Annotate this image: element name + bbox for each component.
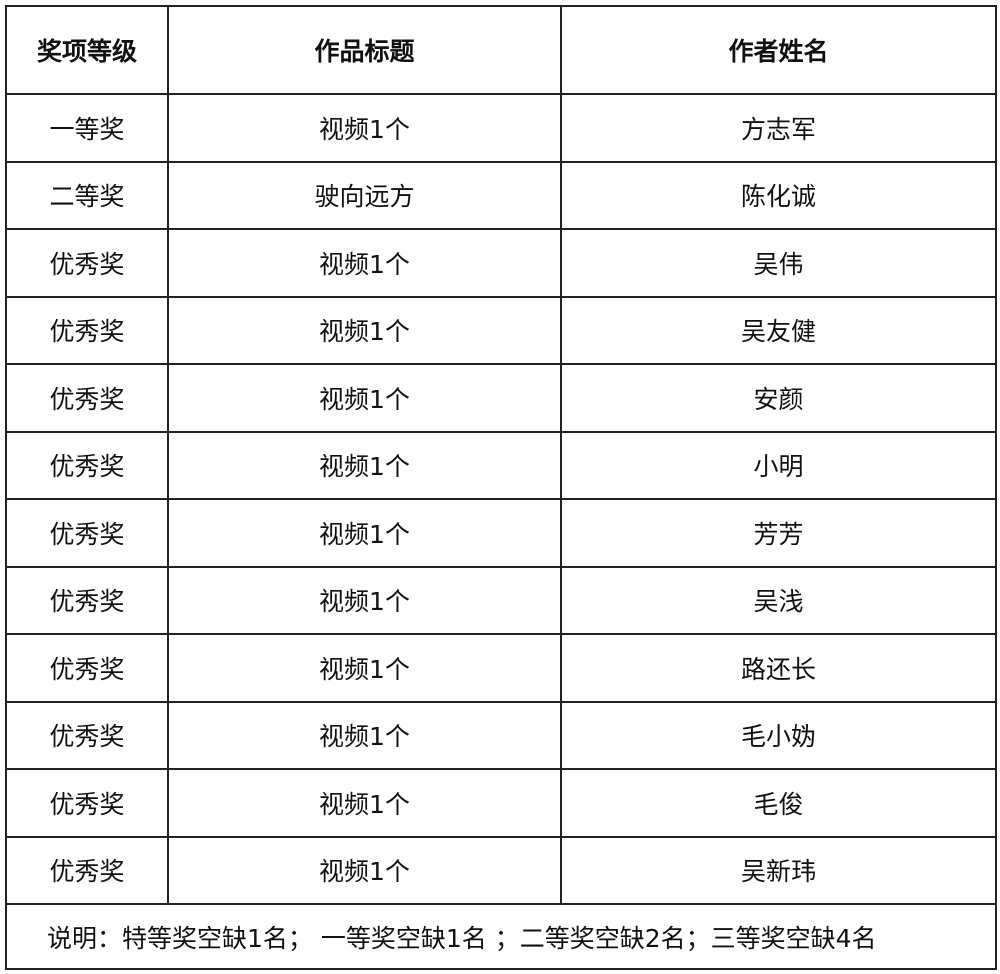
author-name-cell: 吴浅 (560, 565, 997, 635)
work-title-cell: 视频1个 (167, 363, 562, 433)
table-row: 优秀奖 视频1个 路还长 (5, 633, 997, 703)
table-row: 优秀奖 视频1个 毛俊 (5, 768, 997, 838)
note-text: 说明：特等奖空缺1名； 一等奖空缺1名 ；二等奖空缺2名；三等奖空缺4名 (5, 903, 997, 970)
work-title-cell: 视频1个 (167, 498, 562, 568)
header-row: 奖项等级 作品标题 作者姓名 (5, 5, 997, 95)
work-title-cell: 视频1个 (167, 295, 562, 365)
table-row: 二等奖 驶向远方 陈化诚 (5, 160, 997, 230)
work-title-cell: 视频1个 (167, 565, 562, 635)
awards-table: 奖项等级 作品标题 作者姓名 一等奖 视频1个 方志军 二等奖 驶向远方 陈化诚 优秀奖 视频… (5, 5, 997, 970)
award-level-cell: 优秀奖 (5, 430, 169, 500)
author-name-cell: 小明 (560, 430, 997, 500)
award-level-cell: 一等奖 (5, 93, 169, 163)
work-title-cell: 视频1个 (167, 93, 562, 163)
author-name-cell: 陈化诚 (560, 160, 997, 230)
award-level-cell: 优秀奖 (5, 498, 169, 568)
work-title-cell: 视频1个 (167, 633, 562, 703)
note-row: 说明：特等奖空缺1名； 一等奖空缺1名 ；二等奖空缺2名；三等奖空缺4名 (5, 903, 997, 970)
table-row: 优秀奖 视频1个 吴浅 (5, 565, 997, 635)
table-row: 优秀奖 视频1个 吴伟 (5, 228, 997, 298)
award-level-cell: 优秀奖 (5, 363, 169, 433)
author-name-cell: 毛小妫 (560, 700, 997, 770)
award-level-cell: 优秀奖 (5, 228, 169, 298)
work-title-cell: 视频1个 (167, 700, 562, 770)
work-title-cell: 视频1个 (167, 835, 562, 905)
award-level-cell: 二等奖 (5, 160, 169, 230)
header-award-level: 奖项等级 (5, 5, 169, 95)
header-work-title: 作品标题 (167, 5, 562, 95)
table-row: 一等奖 视频1个 方志军 (5, 93, 997, 163)
work-title-cell: 视频1个 (167, 768, 562, 838)
table-row: 优秀奖 视频1个 安颜 (5, 363, 997, 433)
author-name-cell: 吴新玮 (560, 835, 997, 905)
table-row: 优秀奖 视频1个 吴新玮 (5, 835, 997, 905)
author-name-cell: 路还长 (560, 633, 997, 703)
table-row: 优秀奖 视频1个 小明 (5, 430, 997, 500)
award-level-cell: 优秀奖 (5, 565, 169, 635)
table-row: 优秀奖 视频1个 毛小妫 (5, 700, 997, 770)
award-level-cell: 优秀奖 (5, 633, 169, 703)
author-name-cell: 吴伟 (560, 228, 997, 298)
author-name-cell: 芳芳 (560, 498, 997, 568)
work-title-cell: 驶向远方 (167, 160, 562, 230)
table-row: 优秀奖 视频1个 芳芳 (5, 498, 997, 568)
work-title-cell: 视频1个 (167, 430, 562, 500)
award-level-cell: 优秀奖 (5, 295, 169, 365)
header-author-name: 作者姓名 (560, 5, 997, 95)
award-level-cell: 优秀奖 (5, 835, 169, 905)
author-name-cell: 安颜 (560, 363, 997, 433)
author-name-cell: 吴友健 (560, 295, 997, 365)
award-level-cell: 优秀奖 (5, 768, 169, 838)
author-name-cell: 方志军 (560, 93, 997, 163)
work-title-cell: 视频1个 (167, 228, 562, 298)
author-name-cell: 毛俊 (560, 768, 997, 838)
table-row: 优秀奖 视频1个 吴友健 (5, 295, 997, 365)
award-level-cell: 优秀奖 (5, 700, 169, 770)
